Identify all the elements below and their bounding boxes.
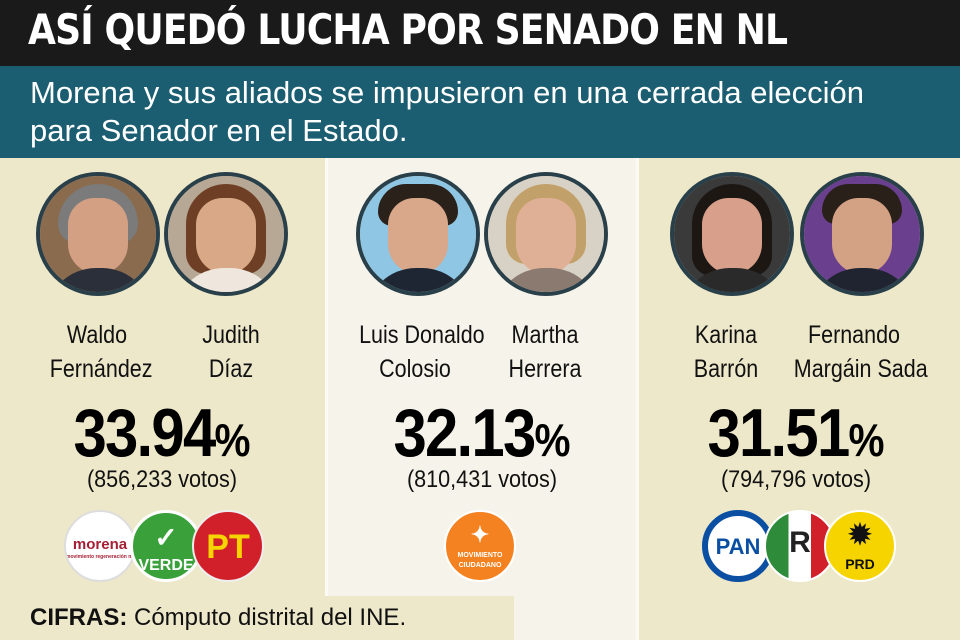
panel-divider xyxy=(636,158,639,640)
candidate-name: Luis Donaldo Colosio xyxy=(359,321,485,383)
vote-percentage: 32.13% xyxy=(393,395,571,471)
page-title: ASÍ QUEDÓ LUCHA POR SENADO EN NL xyxy=(28,5,788,54)
panel-divider xyxy=(325,158,328,640)
vote-count: (810,431 votos) xyxy=(406,466,558,493)
candidate-photo-karina-barron xyxy=(670,172,794,296)
source-footer: CIFRAS: Cómputo distrital del INE. xyxy=(0,596,514,640)
candidate-name: Karina Barrón xyxy=(693,321,759,383)
vote-count: (794,796 votos) xyxy=(720,466,872,493)
candidate-name: Fernando Margáin Sada xyxy=(793,321,928,383)
candidate-name: Judith Díaz xyxy=(202,321,260,383)
vote-percentage: 33.94% xyxy=(73,395,251,471)
morena-logo: morena movimiento regeneración nacional xyxy=(64,510,136,582)
page-subtitle: Morena y sus aliados se impusieron en un… xyxy=(30,75,865,148)
source-note: CIFRAS: Cómputo distrital del INE. xyxy=(30,604,407,631)
vote-percentage: 31.51% xyxy=(707,395,885,471)
candidate-name: Waldo Fernández xyxy=(49,321,153,383)
candidate-photo-luis-donaldo-colosio xyxy=(356,172,480,296)
subtitle-bar: Morena y sus aliados se impusieron en un… xyxy=(0,66,960,158)
candidate-photo-judith-diaz xyxy=(164,172,288,296)
pt-logo: PT xyxy=(192,510,264,582)
vote-count: (856,233 votos) xyxy=(86,466,238,493)
movimiento-ciudadano-logo: ✦ MOVIMIENTO CIUDADANO xyxy=(444,510,516,582)
candidate-photo-waldo-fernandez xyxy=(36,172,160,296)
candidate-photo-martha-herrera xyxy=(484,172,608,296)
title-bar: ASÍ QUEDÓ LUCHA POR SENADO EN NL xyxy=(0,0,960,66)
candidate-photo-fernando-margain-sada xyxy=(800,172,924,296)
prd-logo: ✹ PRD xyxy=(824,510,896,582)
candidate-name: Martha Herrera xyxy=(508,321,582,383)
